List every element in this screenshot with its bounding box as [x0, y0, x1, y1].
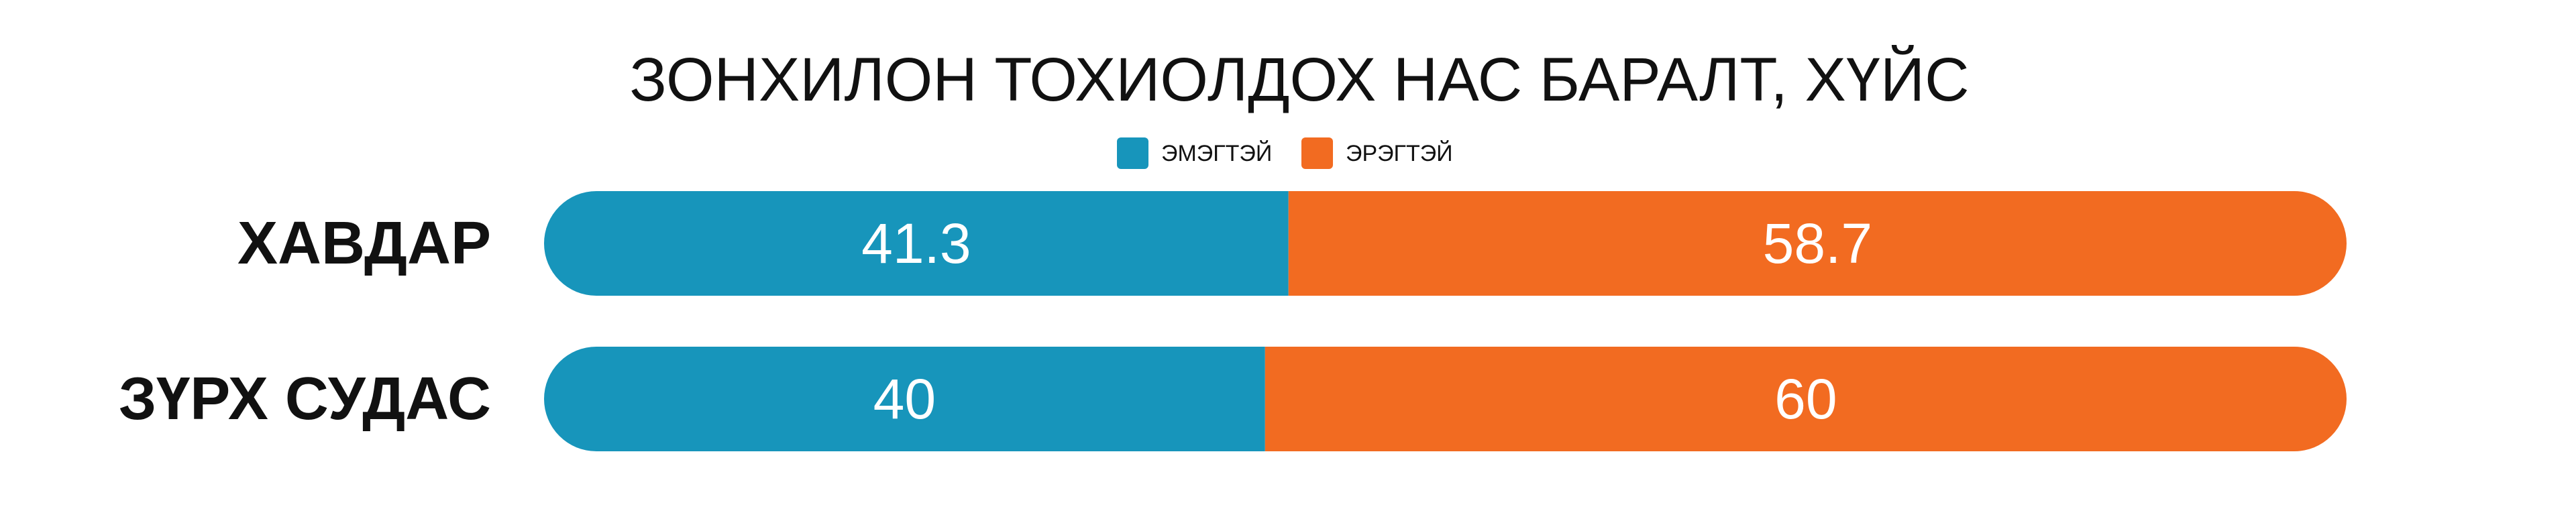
bar-row: [544, 347, 2347, 451]
value-label: 58.7: [1763, 212, 1873, 275]
value-label: 40: [873, 367, 936, 431]
bar-row: [544, 191, 2347, 296]
legend-label: ЭМЭГТЭЙ: [1161, 141, 1272, 166]
y-tick-label: ХАВДАР: [237, 210, 491, 277]
legend-swatch: [1301, 137, 1333, 169]
value-label: 41.3: [861, 212, 971, 275]
legend-label: ЭРЭГТЭЙ: [1346, 141, 1453, 166]
bar-segment: [1265, 347, 2347, 451]
legend-swatch: [1117, 137, 1148, 169]
bar-segment: [544, 347, 1265, 451]
bar-segment: [1288, 191, 2347, 296]
bar-segment: [544, 191, 1289, 296]
chart-title: ЗОНХИЛОН ТОХИОЛДОХ НАС БАРАЛТ, ХҮЙС: [629, 44, 1969, 114]
y-tick-label: ЗҮРХ СУДАС: [119, 365, 491, 433]
value-label: 60: [1774, 367, 1837, 431]
